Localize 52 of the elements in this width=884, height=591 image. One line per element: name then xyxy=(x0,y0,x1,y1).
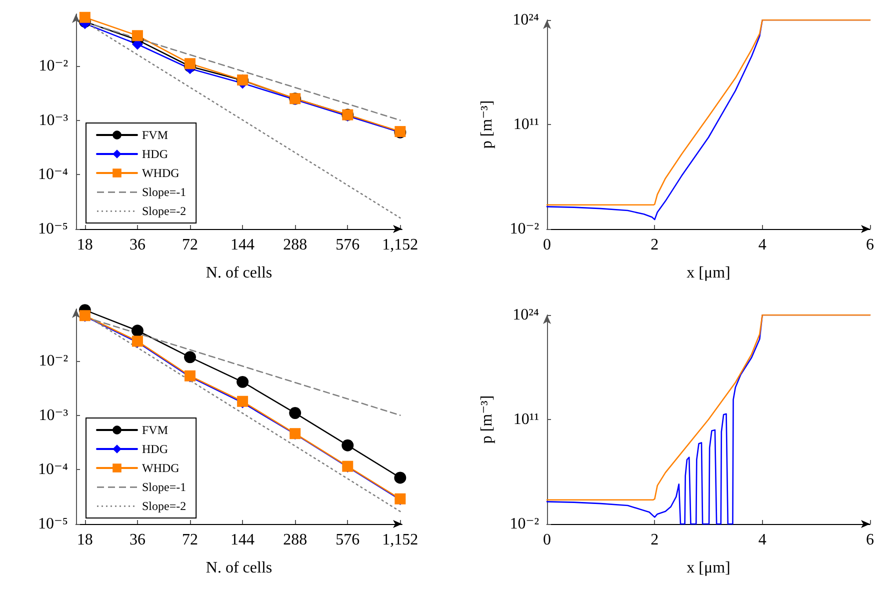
legend-label: Slope=-2 xyxy=(142,499,186,513)
x-tick-label: 144 xyxy=(230,532,255,548)
legend-label: FVM xyxy=(142,423,168,437)
x-tick-label: 576 xyxy=(336,236,360,254)
x-tick-label: 4 xyxy=(758,236,766,254)
y-axis-title: p [m⁻³] xyxy=(478,395,496,444)
y-tick-label: 10⁻² xyxy=(510,516,540,532)
x-tick-label: 18 xyxy=(76,532,93,548)
y-tick-label: 10¹¹ xyxy=(513,411,540,428)
legend-label: HDG xyxy=(142,147,168,161)
y-tick-label: 10²⁴ xyxy=(512,306,540,324)
x-tick-label: 2 xyxy=(650,236,659,254)
x-tick-label: 144 xyxy=(230,236,255,254)
y-tick-label: 10⁻⁴ xyxy=(38,461,68,478)
x-tick-label: 1,152 xyxy=(382,236,418,254)
y-tick-label: 10⁻⁵ xyxy=(38,220,68,238)
x-tick-label: 4 xyxy=(758,532,766,548)
x-tick-label: 36 xyxy=(129,532,146,548)
x-tick-label: 2 xyxy=(650,532,659,548)
y-tick-label: 10⁻³ xyxy=(38,406,68,424)
x-axis-title: x [μm] xyxy=(686,560,730,576)
y-tick-label: 10²⁴ xyxy=(512,12,540,28)
legend-label: HDG xyxy=(142,442,168,456)
x-tick-label: 288 xyxy=(283,532,308,548)
x-tick-label: 0 xyxy=(543,236,551,254)
x-axis-title: N. of cells xyxy=(206,264,272,282)
legend-label: FVM xyxy=(142,128,168,142)
x-tick-label: 288 xyxy=(283,236,308,254)
y-tick-label: 10⁻² xyxy=(510,220,540,238)
y-tick-label: 10⁻² xyxy=(38,352,68,370)
y-tick-label: 10⁻⁵ xyxy=(38,516,68,532)
y-tick-label: 10⁻² xyxy=(38,57,68,74)
y-tick-label: 10¹¹ xyxy=(513,116,540,133)
x-tick-label: 72 xyxy=(182,532,198,548)
x-tick-label: 1,152 xyxy=(382,532,418,548)
y-axis-title: p [m⁻³] xyxy=(478,100,496,149)
x-axis-title: N. of cells xyxy=(206,560,272,576)
y-tick-label: 10⁻⁴ xyxy=(38,166,68,184)
x-tick-label: 6 xyxy=(866,236,874,254)
x-tick-label: 0 xyxy=(543,532,551,548)
legend-label: WHDG xyxy=(142,166,180,180)
legend-label: WHDG xyxy=(142,461,180,475)
x-tick-label: 576 xyxy=(336,532,360,548)
legend-label: Slope=-2 xyxy=(142,204,186,218)
legend-label: Slope=-1 xyxy=(142,185,186,199)
x-tick-label: 18 xyxy=(76,236,93,254)
legend-label: Slope=-1 xyxy=(142,480,186,494)
x-tick-label: 6 xyxy=(866,532,874,548)
x-axis-title: x [μm] xyxy=(686,264,730,282)
x-tick-label: 36 xyxy=(129,236,146,254)
y-tick-label: 10⁻³ xyxy=(38,112,68,129)
x-tick-label: 72 xyxy=(182,236,198,254)
